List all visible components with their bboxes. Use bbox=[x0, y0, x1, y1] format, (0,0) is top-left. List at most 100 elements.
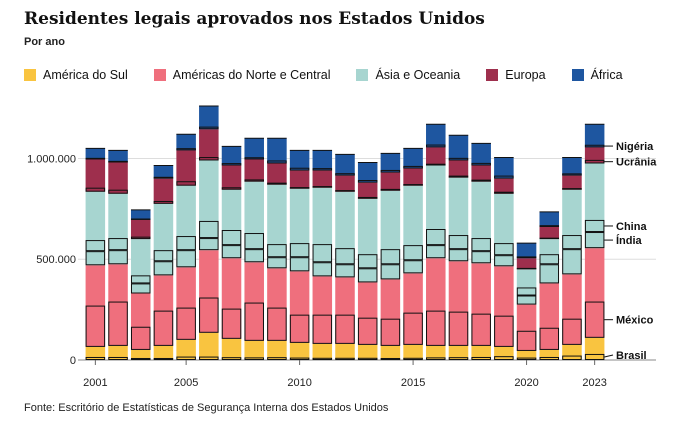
bar-america-do-sul-2006 bbox=[199, 332, 219, 360]
bar-africa-2022 bbox=[562, 157, 582, 176]
chart-title: Residentes legais aprovados nos Estados … bbox=[24, 9, 485, 29]
country-box-india-2002 bbox=[108, 250, 128, 265]
country-box-ucrania-2018 bbox=[471, 179, 491, 182]
country-box-china-2005 bbox=[176, 236, 196, 251]
country-box-ucrania-2019 bbox=[494, 191, 514, 194]
bar-america-do-sul-2003 bbox=[130, 349, 151, 360]
bar-asia-e-oceania-2001 bbox=[85, 191, 106, 266]
legend-label-north-central-america: Américas do Norte e Central bbox=[172, 68, 331, 82]
bar-america-do-sul-2001 bbox=[85, 346, 106, 360]
country-box-brasil-2013 bbox=[357, 357, 378, 361]
bar-africa-2002 bbox=[108, 150, 128, 163]
country-box-india-2015 bbox=[403, 260, 423, 274]
bar-america-do-sul-2008 bbox=[244, 340, 264, 360]
country-box-ucrania-2012 bbox=[335, 190, 355, 192]
bar-europa-2018 bbox=[471, 165, 491, 182]
legend-swatch-south-america bbox=[24, 69, 36, 81]
bar-americas-do-norte-e-central-2015 bbox=[403, 273, 423, 345]
country-box-brasil-2022 bbox=[562, 355, 582, 361]
bar-asia-e-oceania-2017 bbox=[448, 177, 469, 262]
country-box-india-2021 bbox=[539, 264, 560, 284]
bar-asia-e-oceania-2002 bbox=[108, 193, 128, 265]
country-box-mexico-2018 bbox=[471, 313, 491, 346]
bar-stack-2007 bbox=[221, 145, 242, 361]
country-box-china-2010 bbox=[289, 243, 310, 258]
country-box-china-2015 bbox=[403, 245, 423, 261]
country-box-brasil-2018 bbox=[471, 356, 491, 361]
bar-europa-2006 bbox=[199, 129, 219, 161]
bar-america-do-sul-2023 bbox=[584, 337, 605, 360]
bar-americas-do-norte-e-central-2007 bbox=[221, 258, 242, 339]
bar-europa-2020 bbox=[516, 258, 537, 270]
annotation-label-india: Índia bbox=[616, 234, 643, 247]
bar-americas-do-norte-e-central-2023 bbox=[584, 248, 605, 338]
country-box-mexico-2016 bbox=[426, 310, 446, 346]
bar-stack-2018 bbox=[471, 142, 491, 361]
country-box-ucrania-2001 bbox=[85, 187, 106, 192]
country-box-india-2014 bbox=[380, 264, 401, 280]
legend-label-asia-oceania: Ásia e Oceania bbox=[375, 68, 461, 82]
bar-asia-e-oceania-2012 bbox=[335, 191, 355, 278]
country-box-nigeria-2020 bbox=[516, 256, 537, 259]
country-box-mexico-2020 bbox=[516, 330, 537, 351]
country-box-mexico-2019 bbox=[494, 315, 514, 347]
country-box-ucrania-2022 bbox=[562, 188, 582, 190]
country-box-ucrania-2007 bbox=[221, 187, 242, 190]
bar-stack-2015 bbox=[403, 147, 423, 361]
y-tick-label: 500.000 bbox=[36, 254, 76, 266]
country-box-ucrania-2005 bbox=[176, 181, 196, 186]
bar-europa-2015 bbox=[403, 168, 423, 186]
country-box-nigeria-2022 bbox=[562, 173, 582, 176]
source-note: Fonte: Escritório de Estatísticas de Seg… bbox=[24, 402, 389, 414]
bar-asia-e-oceania-2013 bbox=[357, 198, 378, 283]
bar-africa-2017 bbox=[448, 135, 469, 161]
bar-stack-2003 bbox=[130, 209, 151, 361]
country-box-china-2023 bbox=[584, 219, 605, 233]
legend-label-africa: África bbox=[590, 68, 623, 82]
country-box-india-2023 bbox=[584, 232, 605, 249]
y-tick-label: 0 bbox=[70, 355, 76, 367]
country-box-brasil-2008 bbox=[244, 357, 264, 361]
country-box-ucrania-2002 bbox=[108, 189, 128, 194]
bar-europa-2011 bbox=[312, 170, 333, 188]
country-box-brasil-2005 bbox=[176, 356, 196, 361]
country-box-india-2004 bbox=[153, 261, 174, 276]
bar-europa-2021 bbox=[539, 226, 560, 240]
country-box-brasil-2021 bbox=[539, 356, 560, 361]
country-box-india-2003 bbox=[130, 283, 151, 294]
country-box-nigeria-2006 bbox=[199, 126, 219, 130]
bar-africa-2012 bbox=[335, 154, 355, 176]
country-box-ucrania-2014 bbox=[380, 188, 401, 191]
bar-americas-do-norte-e-central-2018 bbox=[471, 263, 491, 346]
country-box-mexico-2009 bbox=[267, 307, 287, 341]
axis-layer: 0 500.000 1.000.000 2001 2005 2010 2015 2020 202… bbox=[27, 153, 607, 389]
bar-asia-e-oceania-2023 bbox=[584, 163, 605, 249]
bar-america-do-sul-2009 bbox=[267, 340, 287, 360]
bar-europa-2008 bbox=[244, 159, 264, 182]
bar-america-do-sul-2015 bbox=[403, 344, 423, 360]
bar-europa-2004 bbox=[153, 178, 174, 204]
legend-item-south-america: América do Sul bbox=[24, 68, 128, 82]
country-box-india-2010 bbox=[289, 257, 310, 272]
legend-swatch-asia-oceania bbox=[356, 69, 369, 81]
bar-asia-e-oceania-2019 bbox=[494, 193, 514, 267]
country-box-mexico-2014 bbox=[380, 318, 401, 346]
bar-europa-2017 bbox=[448, 160, 469, 178]
bar-africa-2006 bbox=[199, 106, 219, 130]
country-box-nigeria-2010 bbox=[289, 167, 310, 171]
country-box-india-2019 bbox=[494, 255, 514, 267]
bar-americas-do-norte-e-central-2014 bbox=[380, 279, 401, 346]
bar-asia-e-oceania-2004 bbox=[153, 203, 174, 276]
annotation-label-china: China bbox=[616, 221, 647, 233]
bar-africa-2001 bbox=[85, 148, 106, 160]
bar-stack-2002 bbox=[108, 149, 128, 361]
bar-america-do-sul-2002 bbox=[108, 345, 128, 360]
country-box-nigeria-2019 bbox=[494, 175, 514, 179]
country-box-india-2017 bbox=[448, 249, 469, 262]
country-box-china-2021 bbox=[539, 254, 560, 265]
bar-stack-2014 bbox=[380, 152, 401, 361]
country-box-china-2022 bbox=[562, 235, 582, 250]
country-box-mexico-2010 bbox=[289, 314, 310, 343]
legend-swatch-africa bbox=[571, 69, 584, 81]
country-box-india-2012 bbox=[335, 264, 355, 278]
